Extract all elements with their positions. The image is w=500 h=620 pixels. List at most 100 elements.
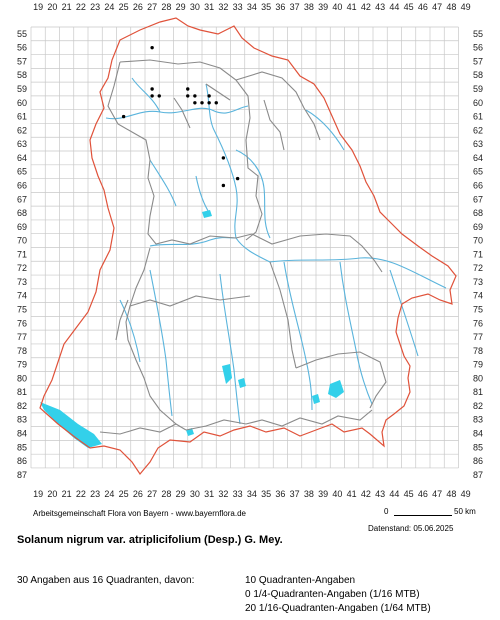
y-tick-label: 79: [17, 360, 27, 370]
x-tick-label: 47: [432, 489, 442, 499]
x-tick-label: 32: [218, 489, 228, 499]
x-tick-label: 45: [404, 489, 414, 499]
x-tick-label: 25: [119, 2, 129, 12]
x-axis-labels-top: 19 20 21 22 23 24 25 26 27 28 29 30 31 32 33 34 35 36 37 38…: [33, 2, 471, 12]
x-tick-label: 43: [375, 2, 385, 12]
x-tick-label: 35: [261, 2, 271, 12]
x-tick-label: 42: [361, 489, 371, 499]
y-tick-label: 57: [473, 56, 483, 66]
y-tick-label: 86: [17, 456, 27, 466]
x-tick-label: 19: [33, 2, 43, 12]
y-axis-labels-right: 55 56 57 58 59 60 61 62 63 64 65 66 67 68 69 70 71 72 73 74…: [473, 29, 483, 480]
x-tick-label: 26: [133, 2, 143, 12]
x-axis-labels-bottom: 19 20 21 22 23 24 25 26 27 28 29 30 31 32 33 34 35 36 37 38…: [33, 489, 471, 499]
y-tick-label: 62: [473, 125, 483, 135]
x-tick-label: 45: [404, 2, 414, 12]
x-tick-label: 38: [304, 489, 314, 499]
y-tick-label: 78: [17, 346, 27, 356]
scale-start-label: 0: [384, 507, 389, 516]
x-tick-label: 27: [147, 2, 157, 12]
y-tick-label: 70: [17, 236, 27, 246]
y-tick-label: 74: [17, 291, 27, 301]
x-tick-label: 41: [347, 2, 357, 12]
occurrence-dot: [221, 183, 226, 188]
x-tick-label: 19: [33, 489, 43, 499]
y-tick-label: 66: [17, 180, 27, 190]
y-tick-label: 59: [17, 84, 27, 94]
y-tick-label: 78: [473, 346, 483, 356]
y-tick-label: 80: [473, 373, 483, 383]
occurrence-dot: [207, 101, 211, 105]
occurrence-dot: [157, 94, 161, 98]
x-tick-label: 29: [176, 2, 186, 12]
occurrence-dots: [121, 45, 240, 188]
x-tick-label: 39: [318, 2, 328, 12]
y-tick-label: 60: [473, 98, 483, 108]
y-tick-label: 71: [17, 249, 27, 259]
y-tick-label: 81: [473, 387, 483, 397]
occurrence-dot: [186, 87, 190, 91]
y-tick-label: 85: [17, 442, 27, 452]
x-tick-label: 21: [62, 489, 72, 499]
y-tick-label: 67: [17, 194, 27, 204]
x-tick-label: 33: [233, 2, 243, 12]
y-tick-label: 69: [473, 222, 483, 232]
y-tick-label: 58: [473, 70, 483, 80]
x-tick-label: 22: [76, 2, 86, 12]
y-tick-label: 55: [473, 29, 483, 39]
y-tick-label: 87: [17, 470, 27, 480]
occurrence-dot: [200, 101, 204, 105]
scale-end-label: 50 km: [454, 507, 476, 516]
y-tick-label: 64: [473, 153, 483, 163]
occurrence-dot: [121, 114, 126, 119]
y-tick-label: 75: [473, 304, 483, 314]
x-tick-label: 38: [304, 2, 314, 12]
occurrence-dot: [193, 94, 197, 98]
y-tick-label: 61: [473, 112, 483, 122]
map-grid: [30, 26, 459, 469]
y-tick-label: 72: [17, 263, 27, 273]
x-tick-label: 47: [432, 2, 442, 12]
x-tick-label: 46: [418, 2, 428, 12]
x-tick-label: 30: [190, 489, 200, 499]
y-tick-label: 74: [473, 291, 483, 301]
x-tick-label: 32: [218, 2, 228, 12]
y-tick-label: 76: [17, 318, 27, 328]
y-tick-label: 62: [17, 125, 27, 135]
x-tick-label: 31: [204, 489, 214, 499]
y-tick-label: 85: [473, 442, 483, 452]
x-tick-label: 20: [47, 2, 57, 12]
x-tick-label: 41: [347, 489, 357, 499]
y-tick-label: 60: [17, 98, 27, 108]
x-tick-label: 37: [290, 489, 300, 499]
x-tick-label: 30: [190, 2, 200, 12]
y-tick-label: 77: [17, 332, 27, 342]
y-tick-label: 68: [473, 208, 483, 218]
x-tick-label: 46: [418, 489, 428, 499]
x-tick-label: 37: [290, 2, 300, 12]
x-tick-label: 31: [204, 2, 214, 12]
y-tick-label: 83: [17, 415, 27, 425]
y-tick-label: 69: [17, 222, 27, 232]
x-tick-label: 49: [461, 489, 471, 499]
x-tick-label: 43: [375, 489, 385, 499]
occurrence-dot: [150, 45, 154, 50]
occurrence-dot: [186, 94, 190, 98]
distribution-map: 19 20 21 22 23 24 25 26 27 28 29 30 31 32 33 34 35 36 37 38…: [16, 2, 484, 499]
y-tick-label: 67: [473, 194, 483, 204]
y-tick-label: 73: [473, 277, 483, 287]
species-title: Solanum nigrum var. atriplicifolium (Des…: [17, 534, 283, 546]
x-tick-label: 39: [318, 489, 328, 499]
records-summary: 30 Angaben aus 16 Quadranten, davon:: [17, 575, 195, 586]
x-tick-label: 48: [446, 489, 456, 499]
x-tick-label: 34: [247, 2, 257, 12]
stat-sixteenth-quadrant: 20 1/16-Quadranten-Angaben (1/64 MTB): [245, 603, 431, 614]
x-tick-label: 49: [461, 2, 471, 12]
x-tick-label: 26: [133, 489, 143, 499]
x-tick-label: 23: [90, 2, 100, 12]
y-tick-label: 84: [473, 429, 483, 439]
y-tick-label: 76: [473, 318, 483, 328]
y-tick-label: 55: [17, 29, 27, 39]
x-tick-label: 27: [147, 489, 157, 499]
y-tick-label: 83: [473, 415, 483, 425]
